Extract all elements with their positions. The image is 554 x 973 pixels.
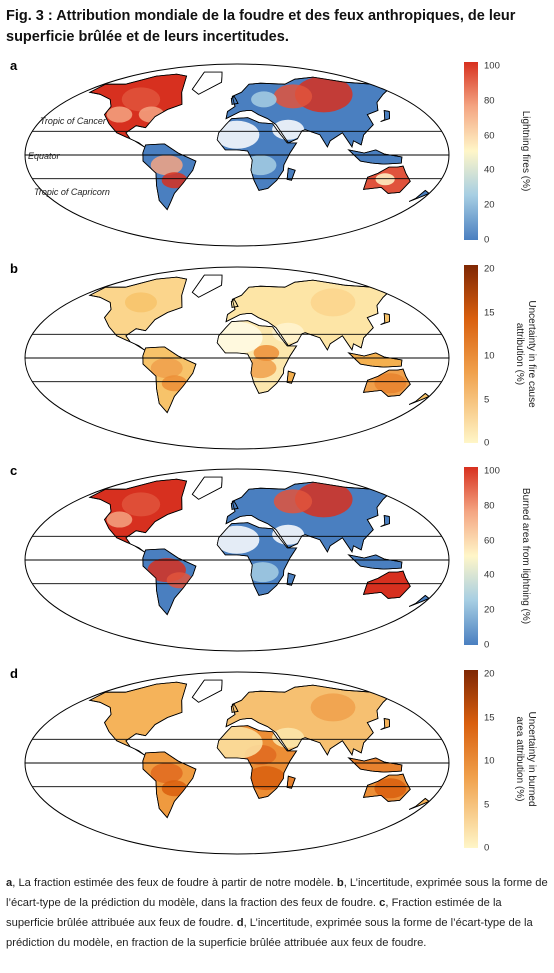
map-svg xyxy=(24,266,450,450)
panel-letter: b xyxy=(10,261,18,276)
colorbar-tick: 60 xyxy=(484,535,495,547)
colorbar xyxy=(464,467,478,645)
map-svg xyxy=(24,63,450,247)
panel-letter: d xyxy=(10,666,18,681)
colorbar xyxy=(464,670,478,848)
value-patch xyxy=(294,76,353,113)
value-patch xyxy=(253,344,280,361)
colorbar-tick: 100 xyxy=(484,60,500,72)
value-patch xyxy=(121,492,161,517)
value-patch xyxy=(374,373,407,394)
value-patch xyxy=(161,375,188,392)
colorbar-tick: 10 xyxy=(484,350,495,362)
world-map xyxy=(22,62,452,248)
colorbar-label: Uncertainty in burned area attribution (… xyxy=(505,670,545,848)
value-patch xyxy=(214,120,260,149)
world-map xyxy=(22,265,452,451)
colorbar-ticks: 20 15 10 5 0 xyxy=(484,668,508,854)
value-patch xyxy=(251,91,277,108)
colorbar-tick: 100 xyxy=(484,465,500,477)
colorbar-label: Burned area from lightning (%) xyxy=(505,467,545,645)
figure-caption: a, La fraction estimée des feux de foudr… xyxy=(6,877,548,949)
map-border xyxy=(24,63,450,247)
colorbar-tick: 15 xyxy=(484,307,495,318)
colorbar-tick: 5 xyxy=(484,394,490,405)
colorbar-tick: 80 xyxy=(484,95,495,107)
landmass-australia xyxy=(362,570,411,599)
colorbar-tick: 0 xyxy=(484,842,490,854)
value-patch xyxy=(244,358,277,379)
colorbar-tick: 20 xyxy=(484,668,495,680)
value-patch xyxy=(273,489,313,514)
value-patch xyxy=(150,763,183,784)
colorbar-label-text: Uncertainty in burned area attribution (… xyxy=(514,711,537,807)
panel-a: a Tropic of Cancer Equator Tropic of Cap… xyxy=(0,58,554,260)
value-patch xyxy=(211,726,263,759)
panel-letter: a xyxy=(10,58,18,73)
value-patch xyxy=(273,84,313,109)
colorbar-tick: 20 xyxy=(484,199,495,211)
value-patch xyxy=(166,572,193,589)
value-patch xyxy=(124,292,157,313)
colorbar-tick: 40 xyxy=(484,569,495,581)
value-patch xyxy=(246,766,286,791)
value-patch xyxy=(150,155,183,176)
value-patch xyxy=(272,322,305,343)
colorbar-tick: 0 xyxy=(484,437,490,449)
panel-b: b 20 15 10 5 0 Uncertainty in fire cause att… xyxy=(0,261,554,463)
colorbar-tick: 0 xyxy=(484,639,490,651)
value-patch xyxy=(161,172,188,189)
value-patch xyxy=(310,693,356,722)
value-patch xyxy=(211,321,263,354)
colorbar xyxy=(464,62,478,240)
value-patch xyxy=(310,288,356,317)
figure-title: Fig. 3 : Attribution mondiale de la foud… xyxy=(6,8,516,45)
colorbar-tick: 80 xyxy=(484,500,495,512)
tropic-of-cancer-label: Tropic of Cancer xyxy=(40,116,106,126)
colorbar-label: Lightning fires (%) xyxy=(505,62,545,240)
value-patch xyxy=(272,524,305,545)
colorbar-label-text: Burned area from lightning (%) xyxy=(520,487,531,625)
panel-c: c 100 80 60 40 20 0 Burned area from lightnin… xyxy=(0,463,554,665)
value-patch xyxy=(106,511,133,528)
colorbar-tick: 10 xyxy=(484,755,495,767)
value-patch xyxy=(294,481,353,518)
colorbar-ticks: 100 80 60 40 20 0 xyxy=(484,465,508,651)
value-patch xyxy=(374,778,407,799)
colorbar-ticks: 100 80 60 40 20 0 xyxy=(484,60,508,246)
value-patch xyxy=(375,173,395,186)
equator-label: Equator xyxy=(28,151,60,161)
panel-letter: c xyxy=(10,463,18,478)
world-map xyxy=(22,670,452,856)
value-patch xyxy=(246,562,279,583)
map-border xyxy=(24,468,450,652)
value-patch xyxy=(106,106,133,123)
map-svg xyxy=(24,468,450,652)
panel-d: d 20 15 10 5 0 Uncertainty in burned area at… xyxy=(0,666,554,868)
colorbar-tick: 60 xyxy=(484,130,495,142)
world-map xyxy=(22,467,452,653)
colorbar-label-text: Uncertainty in fire cause attribution (%… xyxy=(514,300,537,408)
colorbar-tick: 5 xyxy=(484,799,490,810)
map-svg xyxy=(24,671,450,855)
colorbar-tick: 40 xyxy=(484,164,495,176)
colorbar xyxy=(464,265,478,443)
colorbar-tick: 15 xyxy=(484,712,495,723)
colorbar-tick: 20 xyxy=(484,263,495,275)
colorbar-ticks: 20 15 10 5 0 xyxy=(484,263,508,449)
value-patch xyxy=(272,119,305,140)
colorbar-label: Uncertainty in fire cause attribution (%… xyxy=(505,265,545,443)
tropic-of-capricorn-label: Tropic of Capricorn xyxy=(34,187,110,197)
value-patch xyxy=(150,358,183,379)
value-patch xyxy=(272,727,305,748)
map-border xyxy=(24,671,450,855)
value-patch xyxy=(161,780,188,797)
value-patch xyxy=(244,155,277,176)
colorbar-label-text: Lightning fires (%) xyxy=(520,110,531,192)
map-border xyxy=(24,266,450,450)
value-patch xyxy=(121,87,161,112)
colorbar-tick: 0 xyxy=(484,234,490,246)
value-patch xyxy=(214,525,260,554)
colorbar-tick: 20 xyxy=(484,604,495,616)
